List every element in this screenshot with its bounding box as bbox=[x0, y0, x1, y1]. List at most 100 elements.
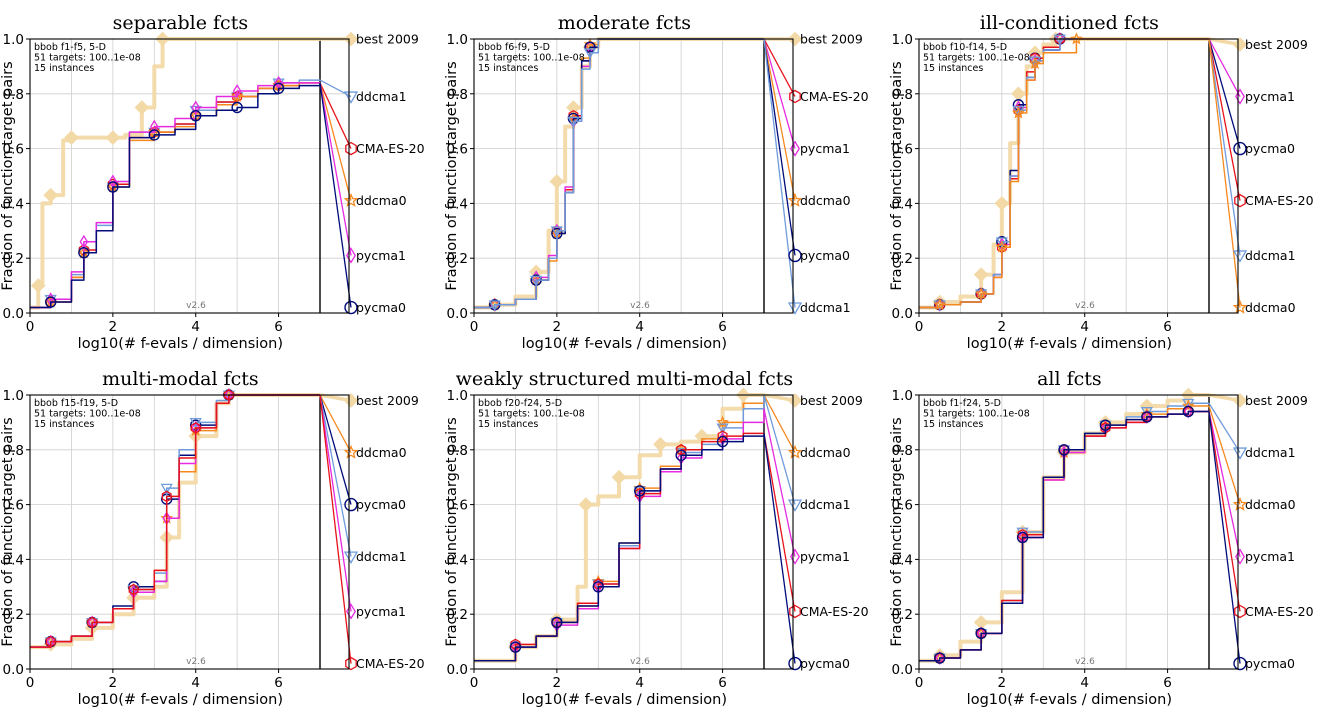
legend-label: pycma0 bbox=[800, 656, 850, 671]
legend-marker bbox=[1235, 548, 1245, 565]
info-text: bbob f1-f5, 5-D bbox=[34, 42, 106, 53]
legend-label: CMA-ES-20 bbox=[800, 604, 869, 619]
y-axis-label: Fraction of function,target pairs bbox=[0, 61, 16, 290]
x-axis-label: log10(# f-evals / dimension) bbox=[522, 336, 727, 352]
panel-2: best 2009 CMA-ES-20 pycma1 ddcma0 pycma0 ddcm… bbox=[444, 12, 869, 352]
legend-marker bbox=[343, 31, 359, 47]
legend-connector bbox=[763, 38, 796, 308]
version-label: v2.6 bbox=[186, 301, 206, 311]
series-marker bbox=[1012, 106, 1025, 119]
x-tick-label: 6 bbox=[1163, 675, 1172, 691]
legend-label: pycma0 bbox=[356, 497, 406, 512]
series-line-best-2009 bbox=[30, 393, 320, 650]
y-axis-label: Fraction of function,target pairs bbox=[889, 61, 905, 290]
legend-label: CMA-ES-20 bbox=[1245, 193, 1314, 208]
info-text: 51 targets: 100..1e-08 bbox=[478, 409, 585, 420]
legend-connector bbox=[763, 394, 796, 453]
legend-label: ddcma1 bbox=[800, 497, 851, 512]
legend-connector bbox=[319, 82, 352, 149]
series-marker bbox=[45, 296, 57, 308]
series-line-pycma0 bbox=[919, 38, 1209, 309]
legend-marker bbox=[787, 192, 803, 207]
legend-label: ddcma0 bbox=[800, 193, 851, 208]
series-line-ddcma1 bbox=[474, 38, 764, 309]
y-tick-label: 0.6 bbox=[447, 142, 468, 158]
series-marker bbox=[578, 497, 594, 512]
x-tick-label: 2 bbox=[998, 319, 1007, 335]
legend-label: pycma0 bbox=[1245, 656, 1295, 671]
panel-title: all fcts bbox=[1037, 368, 1102, 390]
legend-connector bbox=[319, 394, 352, 612]
x-tick-label: 2 bbox=[998, 675, 1007, 691]
series-line-cma-es-20 bbox=[474, 38, 764, 309]
y-axis-label: Fraction of function,target pairs bbox=[444, 61, 460, 290]
legend-marker bbox=[344, 300, 358, 315]
legend-label: CMA-ES-20 bbox=[800, 89, 869, 104]
legend-marker bbox=[789, 604, 801, 619]
legend-connector bbox=[1208, 411, 1241, 557]
legend-label: pycma1 bbox=[1245, 89, 1295, 104]
series-line-pycma0 bbox=[474, 38, 764, 309]
legend-marker bbox=[1233, 656, 1247, 671]
legend-connector bbox=[319, 82, 352, 256]
series-marker bbox=[1099, 419, 1112, 431]
series-line-ddcma1 bbox=[919, 402, 1209, 662]
x-axis-label: log10(# f-evals / dimension) bbox=[78, 692, 283, 708]
series-marker bbox=[1141, 411, 1153, 423]
x-tick-label: 4 bbox=[635, 319, 644, 335]
panel-title: weakly structured multi-modal fcts bbox=[456, 368, 794, 390]
series-marker bbox=[975, 627, 987, 640]
series-marker bbox=[87, 616, 98, 629]
series-line-best-2009 bbox=[919, 37, 1209, 310]
series-marker bbox=[272, 82, 285, 95]
legend-marker bbox=[788, 248, 802, 263]
series-marker bbox=[592, 581, 604, 593]
y-tick-label: 0.2 bbox=[3, 607, 24, 623]
y-tick-label: 0.2 bbox=[3, 251, 24, 267]
legend-connector bbox=[763, 38, 796, 97]
series-marker bbox=[190, 422, 201, 434]
y-tick-label: 0.8 bbox=[892, 87, 913, 103]
info-text: bbob f15-f19, 5-D bbox=[34, 398, 118, 409]
series-marker bbox=[994, 196, 1010, 211]
y-tick-label: 0.6 bbox=[892, 498, 913, 514]
legend-connector bbox=[1208, 38, 1241, 308]
series-marker bbox=[995, 240, 1009, 253]
legend-connector bbox=[1208, 38, 1241, 97]
legend-connector bbox=[319, 394, 352, 505]
legend-marker bbox=[788, 656, 802, 671]
x-axis-label: log10(# f-evals / dimension) bbox=[78, 336, 283, 352]
series-marker bbox=[995, 237, 1008, 249]
info-text: 15 instances bbox=[478, 419, 538, 430]
version-label: v2.6 bbox=[630, 301, 650, 311]
x-tick-label: 6 bbox=[1163, 319, 1172, 335]
series-marker bbox=[1070, 32, 1083, 45]
version-label: v2.6 bbox=[186, 657, 206, 667]
series-marker bbox=[190, 110, 202, 122]
series-marker bbox=[45, 635, 56, 648]
legend-label: ddcma1 bbox=[1245, 248, 1296, 263]
x-tick-label: 0 bbox=[26, 319, 35, 335]
series-marker bbox=[935, 651, 944, 666]
x-tick-label: 2 bbox=[553, 675, 562, 691]
legend-connector bbox=[1208, 411, 1241, 664]
axes-frame bbox=[29, 394, 350, 670]
info-text: 51 targets: 100..1e-08 bbox=[478, 53, 585, 64]
series-line-cma-es-20 bbox=[30, 394, 320, 648]
legend-label: pycma1 bbox=[356, 248, 406, 263]
legend-label: ddcma0 bbox=[356, 193, 407, 208]
legend-label: pycma1 bbox=[800, 549, 850, 564]
series-marker bbox=[1053, 34, 1066, 46]
y-tick-label: 0.4 bbox=[447, 552, 468, 568]
y-tick-label: 0.0 bbox=[892, 306, 913, 322]
y-tick-label: 0.8 bbox=[3, 87, 24, 103]
series-line-best-2009 bbox=[474, 37, 764, 310]
x-tick-label: 2 bbox=[109, 675, 118, 691]
legend-label: best 2009 bbox=[800, 393, 863, 408]
legend-connector bbox=[763, 38, 796, 149]
legend-connector bbox=[319, 394, 352, 664]
legend-marker bbox=[1232, 37, 1248, 52]
info-text: 15 instances bbox=[34, 419, 94, 430]
legend-marker bbox=[344, 497, 358, 512]
series-marker bbox=[230, 89, 244, 102]
